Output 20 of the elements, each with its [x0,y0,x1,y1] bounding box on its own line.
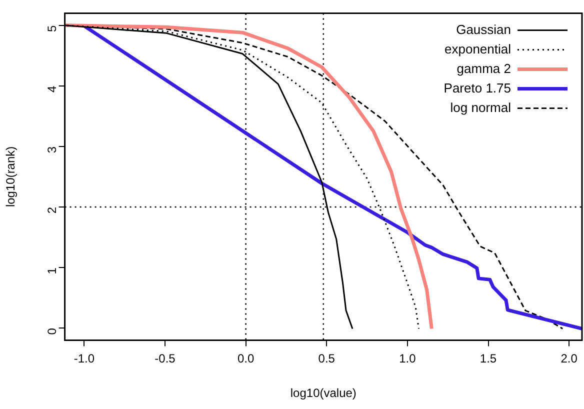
x-tick-label: 0.5 [318,352,336,366]
x-tick-label: 1.5 [480,352,497,366]
y-axis-title: log10(rank) [4,146,18,208]
legend-label: gamma 2 [456,60,511,76]
x-tick-label: 2.0 [560,352,578,366]
y-tick-label: 1 [45,267,60,274]
legend-label: Gaussian [456,22,511,37]
x-tick-label: -0.5 [154,352,176,366]
x-tick-label: -1.0 [74,352,95,366]
y-tick-label: 2 [45,206,60,214]
x-tick-label: 0.0 [237,352,254,366]
legend-label: log normal [450,100,512,115]
x-axis-title: log10(value) [290,386,356,400]
y-tick-label: 3 [45,146,60,154]
y-tick-label: 5 [45,25,60,32]
legend-label: Pareto 1.75 [444,80,511,96]
y-tick-label: 0 [45,328,60,335]
x-tick-label: 1.0 [399,352,416,366]
y-tick-label: 4 [45,86,60,93]
legend-label: exponential [444,41,512,56]
